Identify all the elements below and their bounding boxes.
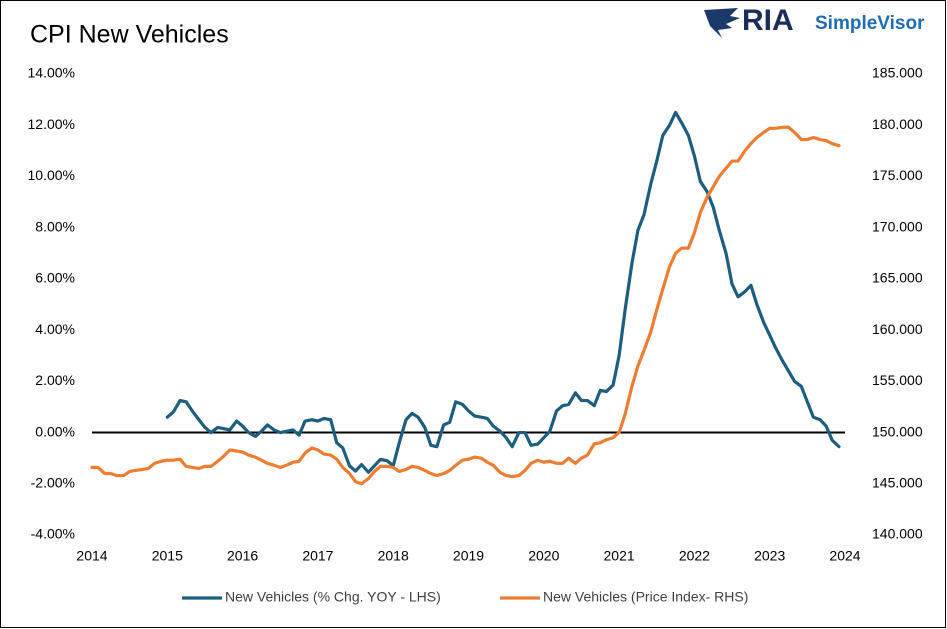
y2-tick-label: 185.000 [872, 65, 923, 81]
y2-tick-label: 180.000 [872, 116, 923, 132]
legend-label: New Vehicles (% Chg. YOY - LHS) [225, 589, 441, 605]
y2-tick-label: 175.000 [872, 167, 923, 183]
x-tick-label: 2023 [754, 548, 785, 564]
y2-tick-label: 170.000 [872, 218, 923, 234]
y-tick-label: 6.00% [35, 270, 75, 286]
y2-tick-label: 165.000 [872, 270, 923, 286]
x-tick-label: 2018 [378, 548, 409, 564]
x-tick-label: 2016 [227, 548, 258, 564]
y-tick-label: -2.00% [31, 474, 75, 490]
series-line [165, 110, 841, 474]
x-tick-label: 2021 [604, 548, 635, 564]
x-tick-label: 2024 [829, 548, 860, 564]
y-tick-label: 4.00% [35, 321, 75, 337]
chart-title: CPI New Vehicles [30, 21, 229, 49]
y-tick-label: 12.00% [28, 116, 75, 132]
x-tick-label: 2017 [302, 548, 333, 564]
x-tick-label: 2019 [453, 548, 484, 564]
y2-tick-label: 140.000 [872, 526, 923, 542]
series-line [90, 125, 841, 486]
logo-icon [704, 8, 740, 38]
x-tick-label: 2022 [679, 548, 710, 564]
y-tick-label: 14.00% [28, 65, 75, 81]
y-tick-label: -4.00% [31, 526, 75, 542]
x-tick-label: 2015 [152, 548, 183, 564]
logo-product: SimpleVisor [815, 13, 925, 34]
y-tick-label: 10.00% [28, 167, 75, 183]
x-tick-label: 2014 [76, 548, 107, 564]
y-tick-label: 2.00% [35, 372, 75, 388]
logo: RIA SimpleVisor [704, 4, 925, 38]
x-tick-label: 2020 [528, 548, 559, 564]
y2-tick-label: 150.000 [872, 423, 923, 439]
y2-tick-label: 160.000 [872, 321, 923, 337]
y2-tick-label: 145.000 [872, 474, 923, 490]
legend-label: New Vehicles (Price Index- RHS) [543, 589, 748, 605]
y-tick-label: 0.00% [35, 423, 75, 439]
logo-name: RIA [742, 4, 794, 37]
y-tick-label: 8.00% [35, 218, 75, 234]
y2-tick-label: 155.000 [872, 372, 923, 388]
